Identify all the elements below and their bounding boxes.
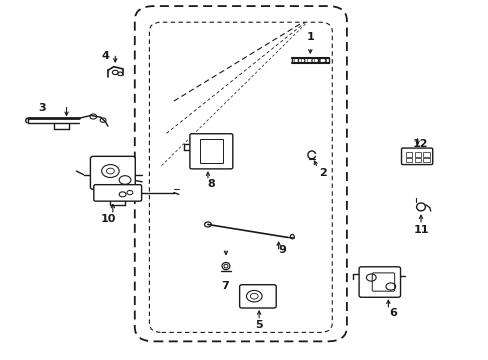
Text: 9: 9	[278, 245, 286, 255]
FancyBboxPatch shape	[90, 156, 135, 189]
Text: 7: 7	[221, 281, 228, 291]
Text: 1: 1	[306, 32, 314, 41]
Text: 3: 3	[38, 103, 46, 113]
FancyBboxPatch shape	[189, 134, 232, 169]
Text: 4: 4	[102, 51, 109, 61]
Bar	[423, 158, 429, 162]
Text: 11: 11	[412, 225, 428, 235]
Text: 5: 5	[255, 320, 263, 330]
FancyBboxPatch shape	[135, 6, 346, 341]
Text: 6: 6	[388, 308, 396, 318]
Bar	[414, 158, 420, 162]
Bar	[423, 152, 429, 157]
Bar	[199, 139, 223, 163]
FancyBboxPatch shape	[239, 285, 276, 308]
Text: 8: 8	[207, 179, 215, 189]
Text: 2: 2	[318, 168, 325, 178]
Bar	[414, 152, 420, 157]
FancyBboxPatch shape	[401, 148, 432, 165]
FancyBboxPatch shape	[94, 185, 142, 201]
FancyBboxPatch shape	[358, 267, 400, 297]
Bar	[405, 158, 411, 162]
Text: 10: 10	[100, 215, 116, 224]
Text: 12: 12	[411, 139, 427, 149]
Bar	[405, 152, 411, 157]
